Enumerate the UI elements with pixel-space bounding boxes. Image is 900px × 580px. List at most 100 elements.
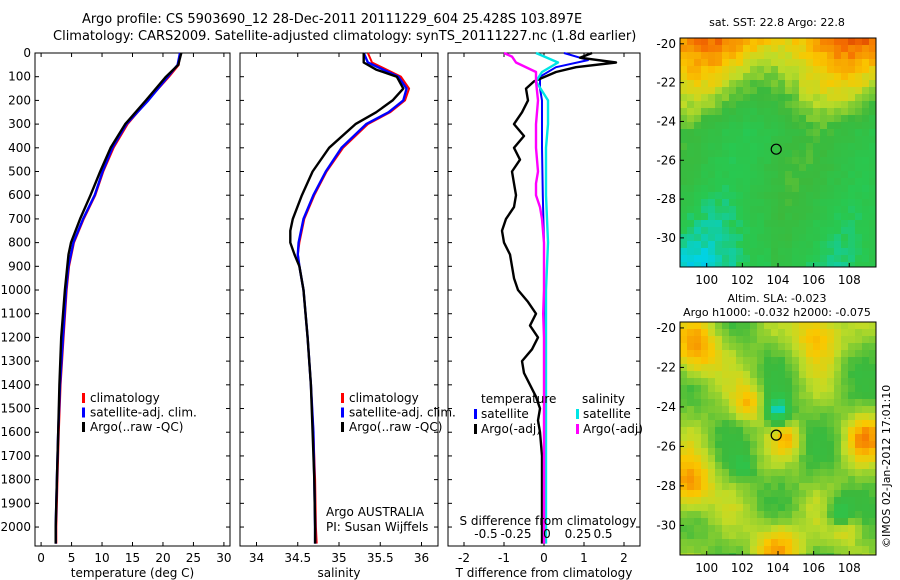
map-cell (834, 399, 841, 406)
map-cell (743, 427, 750, 434)
map-cell (750, 220, 757, 227)
map-cell (841, 255, 848, 262)
map-cell (820, 399, 827, 406)
map-cell (764, 532, 771, 539)
map-cell (708, 420, 715, 427)
map-cell (799, 336, 806, 343)
map-cell (680, 434, 687, 441)
map-cell (841, 504, 848, 511)
map-cell (848, 511, 855, 518)
map-cell (694, 462, 701, 469)
map-cell (715, 213, 722, 220)
map-cell (694, 73, 701, 80)
map-cell (806, 213, 813, 220)
map-cell (778, 350, 785, 357)
map-cell (764, 122, 771, 129)
map-cell (687, 108, 694, 115)
map-cell (778, 185, 785, 192)
map-cell (806, 392, 813, 399)
map-cell (834, 115, 841, 122)
map-cell (764, 136, 771, 143)
map-cell (813, 406, 820, 413)
map-cell (771, 371, 778, 378)
map-cell (701, 185, 708, 192)
map-cell (757, 441, 764, 448)
map-cell (715, 241, 722, 248)
map-y-tick-label: -24 (656, 400, 676, 414)
map-cell (708, 108, 715, 115)
map-cell (785, 511, 792, 518)
legend-label: satellite-adj. clim. (349, 406, 456, 420)
map-cell (757, 392, 764, 399)
map-cell (834, 262, 841, 267)
map-cell (694, 143, 701, 150)
map-cell (757, 371, 764, 378)
map-cell (757, 52, 764, 59)
map-cell (708, 241, 715, 248)
map-cell (708, 385, 715, 392)
map-cell (785, 220, 792, 227)
y-tick-label: 400 (8, 141, 31, 155)
map-cell (715, 469, 722, 476)
map-cell (750, 546, 757, 553)
map-cell (855, 413, 862, 420)
y-tick-label: 700 (8, 212, 31, 226)
map-cell (841, 87, 848, 94)
map-cell (855, 399, 862, 406)
map-cell (680, 546, 687, 553)
map-cell (806, 448, 813, 455)
map-cell (729, 378, 736, 385)
map-cell (862, 441, 869, 448)
map-cell (708, 455, 715, 462)
map-cell (687, 434, 694, 441)
map-cell (799, 504, 806, 511)
map-cell (813, 157, 820, 164)
map-cell (771, 518, 778, 525)
map-cell (715, 511, 722, 518)
map-cell (806, 262, 813, 267)
map-cell (764, 171, 771, 178)
map-cell (722, 371, 729, 378)
map-cell (862, 248, 869, 255)
map-cell (750, 262, 757, 267)
map-cell (750, 178, 757, 185)
map-cell (757, 66, 764, 73)
map-cell (862, 164, 869, 171)
map-cell (841, 45, 848, 52)
map-cell (771, 539, 778, 546)
map-cell (869, 420, 876, 427)
map-cell (855, 255, 862, 262)
map-cell (743, 546, 750, 553)
legend-title-temperature: temperature (481, 392, 556, 406)
map-cell (764, 476, 771, 483)
map-cell (757, 157, 764, 164)
map-cell (722, 157, 729, 164)
map-cell (827, 490, 834, 497)
map-cell (827, 164, 834, 171)
map-cell (680, 192, 687, 199)
map-cell (687, 157, 694, 164)
map-cell (806, 241, 813, 248)
map-cell (708, 213, 715, 220)
map-cell (680, 262, 687, 267)
map-cell (687, 73, 694, 80)
map-cell (764, 94, 771, 101)
institution-label: Argo AUSTRALIA (326, 505, 425, 519)
y-tick-label: 1600 (0, 425, 31, 439)
map-cell (792, 136, 799, 143)
map-cell (708, 262, 715, 267)
map-cell (694, 94, 701, 101)
map-cell (750, 38, 757, 45)
map-cell (841, 392, 848, 399)
map-cell (848, 385, 855, 392)
map-cell (701, 336, 708, 343)
map-cell (792, 199, 799, 206)
map-cell (715, 343, 722, 350)
map-cell (827, 101, 834, 108)
map-cell (799, 413, 806, 420)
map-cell (827, 52, 834, 59)
map-cell (869, 448, 876, 455)
map-cell (708, 150, 715, 157)
map-cell (862, 115, 869, 122)
map-cell (715, 94, 722, 101)
